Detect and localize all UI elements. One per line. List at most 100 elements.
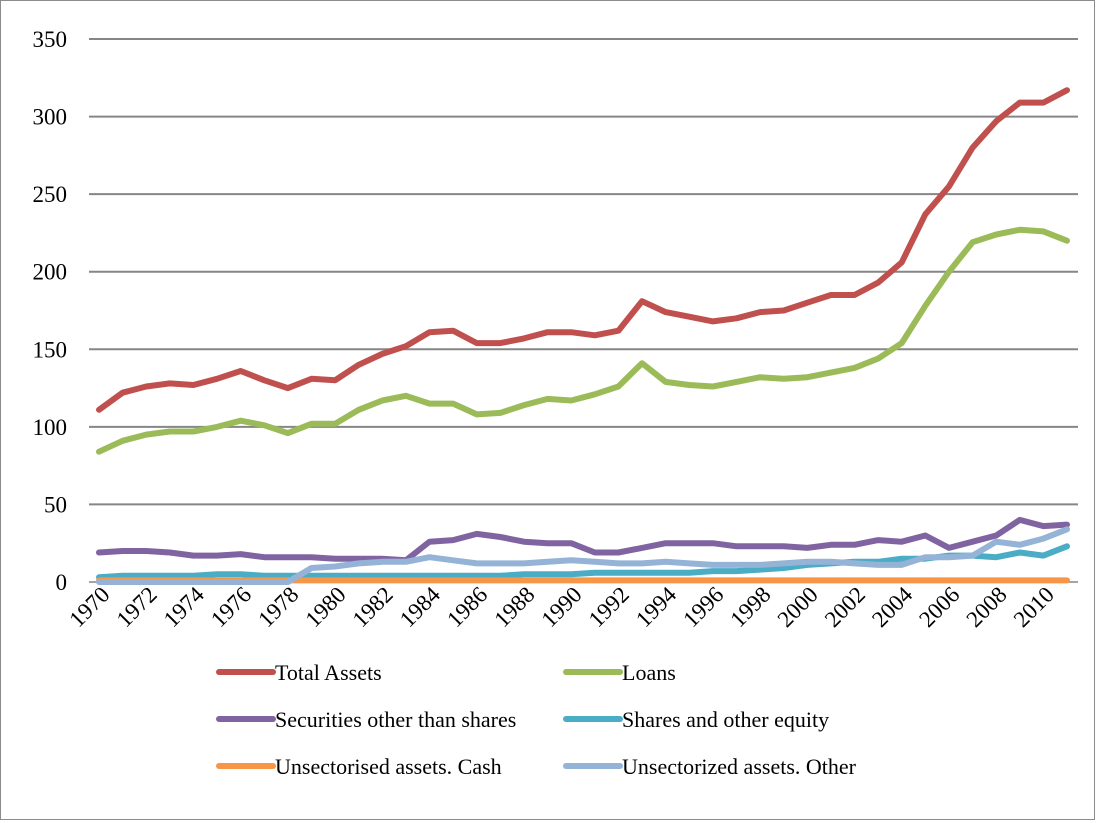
data-point	[308, 577, 314, 583]
data-point	[285, 430, 291, 436]
data-point	[403, 577, 409, 583]
data-point	[1064, 87, 1070, 93]
data-point	[497, 560, 503, 566]
data-point	[332, 577, 338, 583]
legend-item: Unsectorized assets. Other	[563, 754, 857, 779]
y-tick-label: 0	[56, 570, 68, 595]
data-point	[804, 374, 810, 380]
data-point	[356, 560, 362, 566]
x-tick-label: 1990	[537, 582, 587, 632]
x-tick-label: 2000	[773, 582, 823, 632]
data-point	[545, 329, 551, 335]
data-point	[356, 407, 362, 413]
data-point	[238, 579, 244, 585]
data-point	[639, 360, 645, 366]
data-point	[261, 377, 267, 383]
data-point	[804, 300, 810, 306]
data-point	[710, 384, 716, 390]
data-point	[167, 380, 173, 386]
data-point	[474, 577, 480, 583]
x-tick-label: 1980	[300, 582, 350, 632]
x-tick-label: 2006	[914, 582, 964, 632]
data-point	[970, 553, 976, 559]
data-point	[120, 390, 126, 396]
data-point	[568, 557, 574, 563]
data-point	[875, 280, 881, 286]
data-point	[922, 211, 928, 217]
data-point	[190, 579, 196, 585]
data-point	[781, 308, 787, 314]
data-point	[285, 385, 291, 391]
data-point	[663, 570, 669, 576]
data-point	[615, 550, 621, 556]
data-point	[521, 560, 527, 566]
data-point	[592, 550, 598, 556]
data-point	[545, 396, 551, 402]
data-point	[757, 577, 763, 583]
data-point	[899, 577, 905, 583]
data-point	[946, 577, 952, 583]
data-point	[922, 303, 928, 309]
data-point	[1064, 543, 1070, 549]
data-point	[403, 343, 409, 349]
data-point	[497, 577, 503, 583]
x-tick-label: 1976	[206, 582, 256, 632]
y-tick-label: 200	[33, 260, 68, 285]
data-point	[214, 571, 220, 577]
data-point	[568, 329, 574, 335]
x-tick-label: 2008	[962, 582, 1012, 632]
data-point	[993, 577, 999, 583]
data-point	[875, 356, 881, 362]
data-point	[120, 548, 126, 554]
data-point	[663, 540, 669, 546]
data-point	[899, 340, 905, 346]
data-point	[639, 560, 645, 566]
legend-label: Loans	[622, 660, 676, 685]
legend-label: Unsectorised assets. Cash	[275, 754, 502, 779]
data-point	[214, 424, 220, 430]
data-point	[450, 401, 456, 407]
data-point	[545, 559, 551, 565]
data-point	[615, 560, 621, 566]
data-point	[379, 397, 385, 403]
data-point	[852, 292, 858, 298]
x-tick-label: 1978	[253, 582, 303, 632]
data-point	[993, 532, 999, 538]
data-point	[497, 410, 503, 416]
x-tick-label: 2004	[867, 582, 918, 633]
x-tick-label: 1996	[678, 582, 728, 632]
x-tick-label: 1986	[442, 582, 492, 632]
x-tick-label: 1988	[489, 582, 539, 632]
data-point	[1017, 100, 1023, 106]
data-point	[946, 554, 952, 560]
series-3	[96, 543, 1070, 581]
data-point	[545, 577, 551, 583]
y-tick-label: 350	[33, 27, 68, 52]
data-point	[686, 577, 692, 583]
x-tick-label: 1970	[64, 582, 114, 632]
legend-item: Loans	[563, 660, 676, 685]
legend-label: Unsectorized assets. Other	[622, 754, 857, 779]
data-point	[96, 407, 102, 413]
x-tick-label: 1998	[725, 582, 775, 632]
series-line	[96, 226, 1070, 455]
data-point	[733, 562, 739, 568]
series-2	[96, 516, 1070, 564]
data-point	[167, 579, 173, 585]
data-point	[167, 550, 173, 556]
data-point	[875, 537, 881, 543]
data-point	[663, 559, 669, 565]
legend-item: Total Assets	[216, 660, 382, 685]
data-point	[143, 548, 149, 554]
data-point	[1040, 100, 1046, 106]
legend-item: Securities other than shares	[216, 707, 516, 732]
series-1	[96, 226, 1070, 455]
data-point	[214, 553, 220, 559]
series-5	[96, 526, 1070, 585]
data-point	[238, 571, 244, 577]
data-point	[379, 559, 385, 565]
x-tick-label: 2002	[820, 582, 870, 632]
data-point	[356, 362, 362, 368]
data-point	[970, 539, 976, 545]
data-point	[899, 562, 905, 568]
